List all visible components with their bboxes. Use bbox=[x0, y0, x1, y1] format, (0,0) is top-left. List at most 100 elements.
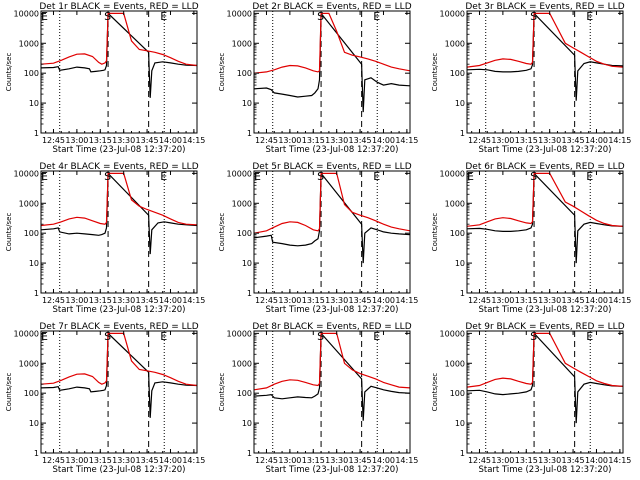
x-tick-label: 14:15 bbox=[608, 296, 631, 305]
y-tick-label: 10000 bbox=[227, 169, 252, 178]
events-series-line bbox=[467, 171, 623, 264]
lld-series-line bbox=[467, 332, 623, 388]
x-tick-label: 13:00 bbox=[278, 296, 301, 305]
x-tick-label: 12:45 bbox=[468, 456, 491, 465]
x-tick-label: 14:15 bbox=[395, 136, 418, 145]
marker-letter: S bbox=[317, 170, 324, 183]
x-tick-label: 14:00 bbox=[159, 136, 182, 145]
x-tick-label: 12:45 bbox=[42, 456, 65, 465]
x-tick-label: 13:45 bbox=[136, 456, 159, 465]
lld-series-line bbox=[467, 12, 623, 68]
panel-title: Det 1r BLACK = Events, RED = LLD bbox=[39, 2, 198, 12]
marker-letter: S bbox=[104, 330, 111, 343]
lld-series-line bbox=[254, 332, 410, 391]
marker-letter: E bbox=[160, 170, 167, 183]
x-tick-label: 13:00 bbox=[278, 456, 301, 465]
x-tick-label: 13:00 bbox=[491, 456, 514, 465]
y-tick-label: 100 bbox=[24, 69, 39, 78]
marker-letter: E bbox=[160, 330, 167, 343]
plot-frame bbox=[40, 10, 198, 134]
y-tick-label: 10 bbox=[29, 259, 39, 268]
y-tick-label: 100 bbox=[24, 229, 39, 238]
y-tick-label: 10 bbox=[455, 259, 465, 268]
x-tick-label: 13:15 bbox=[302, 296, 325, 305]
marker-letter: S bbox=[530, 10, 537, 23]
lld-series-line bbox=[467, 172, 623, 227]
y-tick-label: 1 bbox=[460, 289, 465, 298]
events-series-line bbox=[254, 331, 410, 421]
panel-title: Det 5r BLACK = Events, RED = LLD bbox=[252, 162, 411, 172]
x-tick-label: 13:30 bbox=[112, 456, 135, 465]
x-tick-label: 13:15 bbox=[515, 296, 538, 305]
y-tick-label: 1000 bbox=[232, 199, 252, 208]
y-tick-label: 1000 bbox=[445, 39, 465, 48]
marker-letter: E bbox=[586, 330, 593, 343]
y-axis-label: Counts/sec bbox=[5, 213, 13, 252]
panel-title: Det 6r BLACK = Events, RED = LLD bbox=[465, 162, 624, 172]
x-tick-label: 13:15 bbox=[515, 456, 538, 465]
marker-letter: E bbox=[160, 10, 167, 23]
y-axis-label: Counts/sec bbox=[218, 373, 226, 412]
y-tick-label: 100 bbox=[450, 69, 465, 78]
x-tick-label: 13:15 bbox=[515, 136, 538, 145]
y-tick-label: 1 bbox=[34, 129, 39, 138]
x-axis-label: Start Time (23-Jul-08 12:37:20) bbox=[53, 305, 186, 315]
x-tick-label: 13:15 bbox=[89, 296, 112, 305]
plot-frame bbox=[40, 170, 198, 294]
plot-frame bbox=[466, 330, 624, 454]
y-tick-label: 10000 bbox=[14, 329, 39, 338]
x-tick-label: 13:45 bbox=[349, 136, 372, 145]
x-tick-label: 13:00 bbox=[65, 136, 88, 145]
y-tick-label: 100 bbox=[450, 229, 465, 238]
marker-letter: E bbox=[586, 170, 593, 183]
marker-letter: E bbox=[41, 330, 48, 343]
y-tick-label: 10000 bbox=[14, 169, 39, 178]
x-tick-label: 13:30 bbox=[325, 296, 348, 305]
y-tick-label: 10000 bbox=[14, 9, 39, 18]
x-tick-label: 13:15 bbox=[302, 456, 325, 465]
y-axis-label: Counts/sec bbox=[431, 53, 439, 92]
x-tick-label: 12:45 bbox=[255, 296, 278, 305]
x-tick-label: 13:45 bbox=[349, 296, 372, 305]
y-tick-label: 10 bbox=[242, 99, 252, 108]
y-axis-label: Counts/sec bbox=[431, 213, 439, 252]
x-axis-label: Start Time (23-Jul-08 12:37:20) bbox=[266, 145, 399, 155]
plot-frame bbox=[40, 330, 198, 454]
y-tick-label: 1000 bbox=[445, 199, 465, 208]
y-tick-label: 1000 bbox=[232, 359, 252, 368]
y-tick-label: 1000 bbox=[19, 39, 39, 48]
events-series-line bbox=[41, 332, 197, 418]
y-tick-label: 1000 bbox=[232, 39, 252, 48]
panel-title: Det 4r BLACK = Events, RED = LLD bbox=[39, 162, 198, 172]
y-tick-label: 1 bbox=[247, 129, 252, 138]
y-tick-label: 10000 bbox=[227, 329, 252, 338]
y-tick-label: 1 bbox=[460, 449, 465, 458]
y-tick-label: 10 bbox=[242, 259, 252, 268]
x-tick-label: 13:30 bbox=[112, 136, 135, 145]
x-tick-label: 14:15 bbox=[182, 456, 205, 465]
y-tick-label: 100 bbox=[237, 229, 252, 238]
marker-letter: E bbox=[467, 170, 474, 183]
y-tick-label: 1000 bbox=[19, 359, 39, 368]
y-axis-label: Counts/sec bbox=[431, 373, 439, 412]
y-axis-label: Counts/sec bbox=[5, 373, 13, 412]
marker-letter: S bbox=[104, 10, 111, 23]
events-series-line bbox=[41, 171, 197, 255]
x-tick-label: 14:15 bbox=[182, 296, 205, 305]
y-tick-label: 10 bbox=[455, 99, 465, 108]
marker-letter: S bbox=[530, 170, 537, 183]
plot-frame bbox=[253, 330, 411, 454]
x-tick-label: 13:00 bbox=[491, 136, 514, 145]
marker-letter: E bbox=[254, 170, 261, 183]
x-tick-label: 13:15 bbox=[89, 456, 112, 465]
lld-series-line bbox=[41, 332, 197, 387]
x-tick-label: 14:00 bbox=[159, 456, 182, 465]
y-tick-label: 10000 bbox=[440, 329, 465, 338]
marker-letter: S bbox=[317, 10, 324, 23]
